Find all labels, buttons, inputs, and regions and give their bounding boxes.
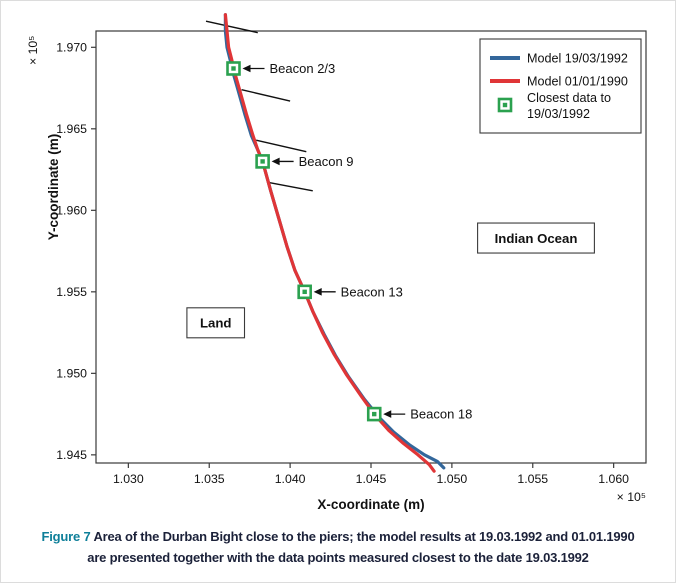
pier-line — [255, 139, 307, 153]
beacon-label: Beacon 2/3 — [270, 61, 336, 76]
figure-number: Figure 7 — [41, 529, 91, 544]
legend-label: Model 19/03/1992 — [527, 51, 628, 65]
x-tick-label: 1.055 — [517, 472, 548, 486]
y-axis-scale-label: × 10⁵ — [26, 36, 40, 65]
legend-marker-dot — [502, 102, 508, 108]
y-tick-label: 1.945 — [56, 448, 87, 462]
x-tick-label: 1.050 — [436, 472, 467, 486]
closest-data-marker-dot — [372, 411, 377, 417]
beacon-arrow-head — [383, 410, 392, 418]
x-tick-label: 1.030 — [113, 472, 144, 486]
region-label: Indian Ocean — [495, 231, 578, 246]
legend-label: Model 01/01/1990 — [527, 74, 628, 88]
legend-label: Closest data to — [527, 91, 611, 105]
x-tick-label: 1.040 — [275, 472, 306, 486]
beacon-label: Beacon 18 — [410, 407, 472, 422]
legend-box — [479, 38, 642, 134]
caption-text-2: are presented together with the data poi… — [87, 549, 589, 565]
region-label-box — [477, 222, 595, 254]
beacon-label: Beacon 13 — [341, 284, 403, 299]
caption-line-1: Figure 7 Area of the Durban Bight close t… — [8, 527, 668, 548]
figure-caption: Figure 7 Area of the Durban Bight close t… — [8, 527, 668, 569]
chart-container: 1.030 1.035 1.040 1.045 1.050 1.055 1.060 1.945… — [1, 1, 675, 517]
region-label-box — [186, 307, 246, 339]
region-label: Land — [200, 316, 232, 331]
y-tick-label: 1.970 — [56, 41, 87, 55]
beacon-arrow-head — [242, 64, 251, 73]
beacon-arrow-head — [271, 157, 280, 166]
pier-line — [268, 181, 313, 192]
x-axis-label: X-coordinate (m) — [317, 497, 424, 512]
y-tick-label: 1.950 — [56, 367, 87, 381]
pier-line — [241, 89, 291, 102]
x-axis-scale-label: × 10⁵ — [617, 490, 646, 504]
beacon-label: Beacon 9 — [299, 154, 354, 169]
closest-data-marker-dot — [302, 289, 307, 295]
closest-data-marker-dot — [260, 159, 265, 164]
legend-label: 19/03/1992 — [527, 107, 590, 121]
y-tick-label: 1.965 — [56, 122, 87, 136]
x-tick-label: 1.045 — [356, 472, 387, 486]
beacon-arrow-head — [313, 288, 322, 296]
caption-text-1: Area of the Durban Bight close to the pi… — [93, 529, 635, 544]
y-tick-label: 1.960 — [56, 204, 87, 218]
closest-data-marker-dot — [231, 66, 236, 71]
x-tick-label: 1.035 — [194, 472, 225, 486]
x-tick-label: 1.060 — [598, 472, 629, 486]
durban-bight-chart: 1.030 1.035 1.040 1.045 1.050 1.055 1.060 1.945… — [26, 13, 647, 512]
pier-line — [205, 20, 258, 34]
y-tick-label: 1.955 — [56, 285, 87, 299]
y-axis-label: Y-coordinate (m) — [46, 134, 61, 241]
